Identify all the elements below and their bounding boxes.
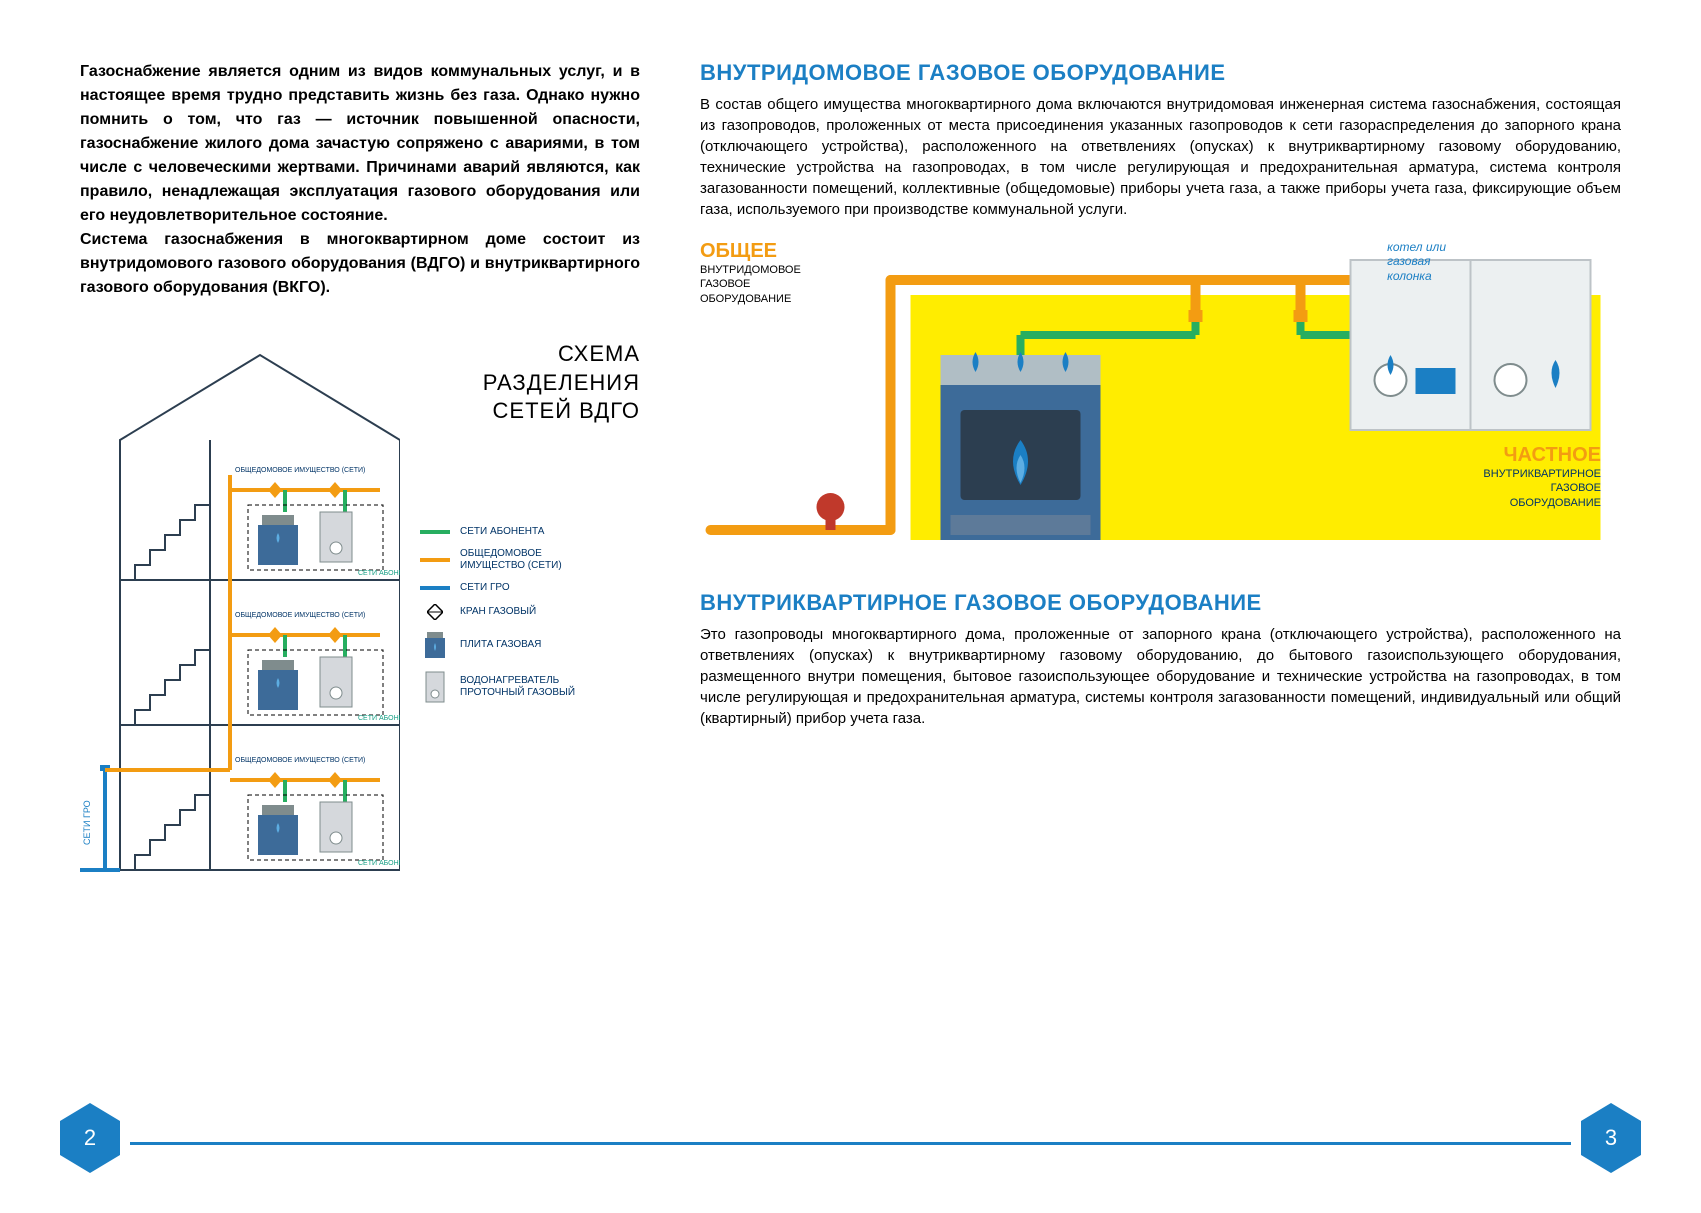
gro-label: СЕТИ ГРО (82, 800, 92, 845)
page-number-left: 2 (60, 1103, 120, 1173)
svg-text:ОБЩЕДОМОВОЕ ИМУЩЕСТВО (СЕТИ): ОБЩЕДОМОВОЕ ИМУЩЕСТВО (СЕТИ) (235, 467, 365, 474)
house-diagram: СЕТИ ГРО ОБЩЕДОМОВОЕ ИМУЩЕСТВО (СЕТИ) (80, 340, 640, 900)
section1-body: В состав общего имущества многоквартирно… (700, 94, 1621, 220)
infographic-boiler-label: котел илигазоваяколонка (1387, 240, 1446, 283)
equipment-infographic: ОБЩЕЕ ВНУТРИДОМОВОЕГАЗОВОЕОБОРУДОВАНИЕ к… (700, 240, 1621, 570)
page-number-right: 3 (1581, 1103, 1641, 1173)
intro-paragraph: Газоснабжение является одним из видов ко… (80, 60, 640, 300)
svg-text:СЕТИ АБОНЕНТОВ: СЕТИ АБОНЕНТОВ (358, 860, 400, 867)
legend-item: ПЛИТА ГАЗОВАЯ (420, 630, 640, 660)
legend-item: КРАН ГАЗОВЫЙ (420, 604, 640, 620)
legend-item: ОБЩЕДОМОВОЕИМУЩЕСТВО (СЕТИ) (420, 548, 640, 572)
section2-body: Это газопроводы многоквартирного дома, п… (700, 624, 1621, 729)
legend-item: ВОДОНАГРЕВАТЕЛЬПРОТОЧНЫЙ ГАЗОВЫЙ (420, 670, 640, 704)
svg-text:ОБЩЕДОМОВОЕ ИМУЩЕСТВО (СЕТИ): ОБЩЕДОМОВОЕ ИМУЩЕСТВО (СЕТИ) (235, 757, 365, 764)
svg-text:СЕТИ АБОНЕНТОВ: СЕТИ АБОНЕНТОВ (358, 570, 400, 577)
infographic-common-label: ОБЩЕЕ ВНУТРИДОМОВОЕГАЗОВОЕОБОРУДОВАНИЕ (700, 240, 801, 306)
infographic-private-label: ЧАСТНОЕ ВНУТРИКВАРТИРНОЕГАЗОВОЕОБОРУДОВА… (1483, 444, 1601, 510)
diagram-legend: СЕТИ АБОНЕНТА ОБЩЕДОМОВОЕИМУЩЕСТВО (СЕТИ… (420, 526, 640, 704)
house-diagram-title: СХЕМАРАЗДЕЛЕНИЯСЕТЕЙ ВДГО (420, 340, 640, 426)
footer-divider (130, 1142, 1571, 1145)
svg-text:СЕТИ АБОНЕНТОВ: СЕТИ АБОНЕНТОВ (358, 715, 400, 722)
section2-title: ВНУТРИКВАРТИРНОЕ ГАЗОВОЕ ОБОРУДОВАНИЕ (700, 590, 1621, 616)
legend-item: СЕТИ ГРО (420, 582, 640, 594)
legend-item: СЕТИ АБОНЕНТА (420, 526, 640, 538)
svg-text:ОБЩЕДОМОВОЕ ИМУЩЕСТВО (СЕТИ): ОБЩЕДОМОВОЕ ИМУЩЕСТВО (СЕТИ) (235, 612, 365, 619)
section1-title: ВНУТРИДОМОВОЕ ГАЗОВОЕ ОБОРУДОВАНИЕ (700, 60, 1621, 86)
